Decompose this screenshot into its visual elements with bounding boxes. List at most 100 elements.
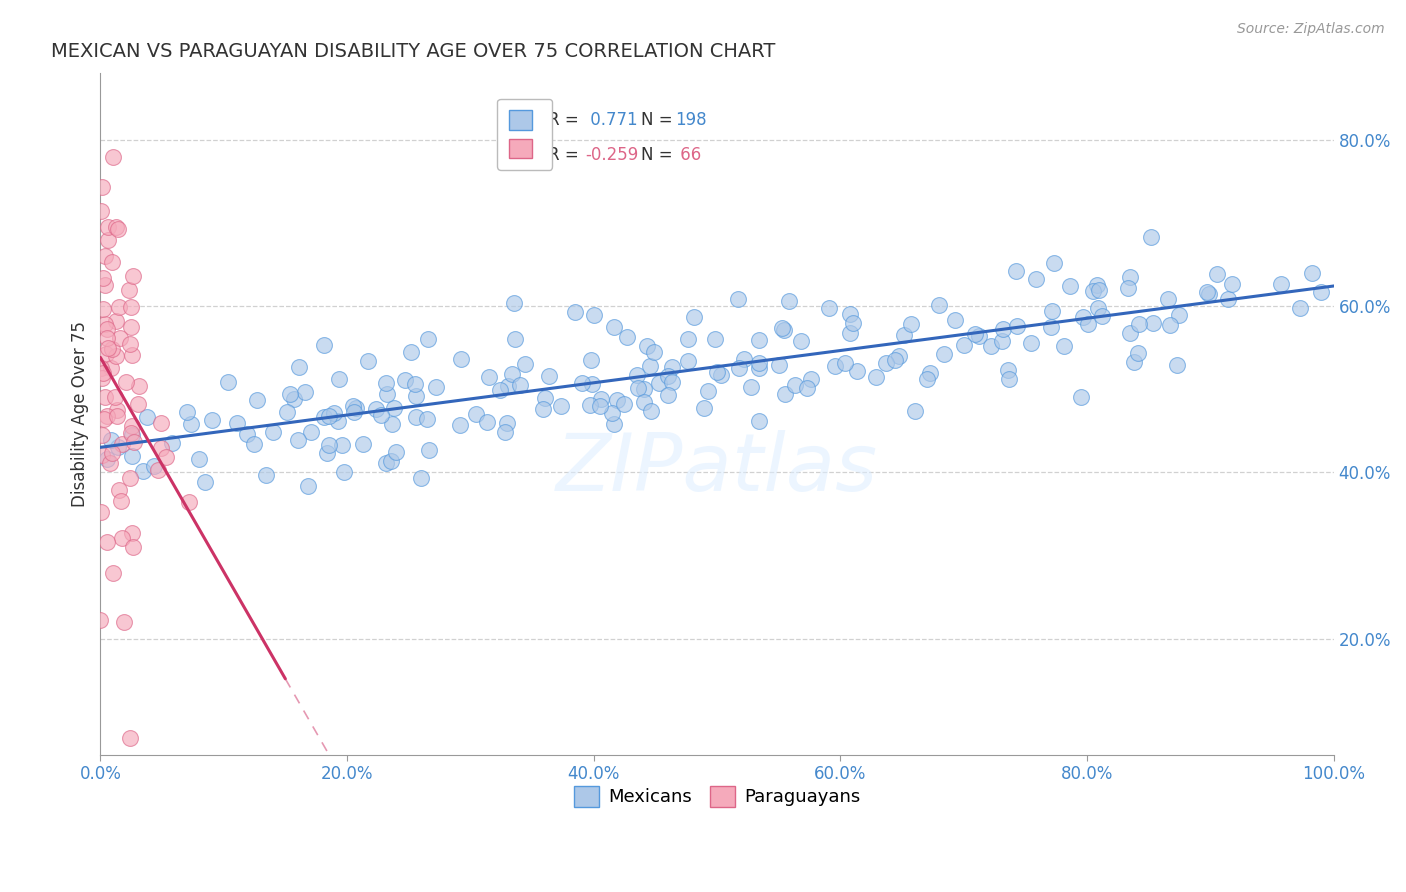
Point: [1218, 292, 1240, 306]
Point: [1039, 320, 1062, 334]
Point: [633, 395, 655, 409]
Point: [100, 433, 122, 447]
Point: [146, 463, 169, 477]
Point: [105, 403, 128, 417]
Point: [790, 334, 813, 348]
Point: [415, 412, 437, 426]
Point: [111, 531, 134, 545]
Point: [96, 451, 118, 466]
Point: [616, 329, 638, 343]
Point: [96, 331, 118, 345]
Point: [676, 354, 699, 368]
Text: R =: R =: [548, 111, 579, 129]
Point: [235, 427, 257, 442]
Point: [661, 359, 683, 374]
Point: [980, 339, 1002, 353]
Text: 0.771: 0.771: [585, 111, 638, 129]
Point: [93, 249, 115, 263]
Point: [884, 352, 907, 367]
Point: [399, 344, 422, 359]
Point: [697, 384, 720, 398]
Point: [100, 361, 122, 376]
Point: [889, 350, 911, 364]
Point: [98, 456, 121, 470]
Point: [342, 399, 364, 413]
Point: [91, 448, 114, 462]
Point: [91, 271, 114, 285]
Point: [333, 465, 356, 479]
Point: [114, 375, 136, 389]
Point: [661, 376, 683, 390]
Point: [101, 149, 124, 163]
Point: [91, 370, 114, 384]
Point: [1220, 277, 1243, 292]
Text: 198: 198: [675, 111, 707, 129]
Point: [627, 380, 650, 394]
Point: [90, 428, 112, 442]
Point: [1091, 310, 1114, 324]
Point: [97, 220, 120, 235]
Point: [865, 370, 887, 384]
Point: [534, 391, 557, 405]
Point: [498, 379, 520, 393]
Point: [450, 352, 472, 367]
Point: [1157, 292, 1180, 306]
Point: [1119, 270, 1142, 285]
Point: [187, 452, 209, 467]
Point: [1166, 358, 1188, 372]
Point: [217, 376, 239, 390]
Point: [1205, 267, 1227, 281]
Point: [278, 387, 301, 401]
Point: [201, 413, 224, 427]
Point: [105, 349, 128, 363]
Point: [928, 298, 950, 312]
Point: [571, 376, 593, 390]
Point: [449, 418, 471, 433]
Point: [112, 615, 135, 629]
Point: [107, 300, 129, 314]
Point: [328, 372, 350, 386]
Point: [1309, 285, 1331, 299]
Point: [501, 368, 523, 382]
Point: [246, 393, 269, 408]
Point: [405, 409, 427, 424]
Point: [155, 450, 177, 465]
Point: [657, 388, 679, 402]
Point: [90, 204, 112, 219]
Point: [226, 416, 249, 430]
Point: [640, 359, 662, 373]
Point: [121, 419, 143, 434]
Point: [478, 370, 501, 384]
Point: [101, 566, 124, 581]
Point: [1071, 310, 1094, 325]
Point: [316, 446, 339, 460]
Point: [96, 409, 118, 424]
Point: [104, 220, 127, 235]
Point: [643, 344, 665, 359]
Point: [135, 409, 157, 424]
Point: [120, 301, 142, 315]
Point: [626, 368, 648, 382]
Point: [589, 392, 612, 406]
Point: [495, 416, 517, 430]
Text: N =: N =: [641, 146, 672, 164]
Point: [297, 479, 319, 493]
Point: [118, 283, 141, 297]
Point: [318, 409, 340, 423]
Point: [693, 401, 716, 415]
Point: [180, 417, 202, 432]
Point: [915, 371, 938, 385]
Point: [93, 411, 115, 425]
Point: [839, 326, 862, 340]
Point: [1289, 301, 1312, 315]
Point: [89, 613, 111, 627]
Point: [287, 433, 309, 447]
Point: [775, 387, 797, 401]
Point: [122, 434, 145, 449]
Point: [748, 356, 770, 370]
Point: [538, 369, 561, 384]
Point: [394, 373, 416, 387]
Point: [405, 389, 427, 403]
Point: [91, 302, 114, 317]
Point: [356, 354, 378, 368]
